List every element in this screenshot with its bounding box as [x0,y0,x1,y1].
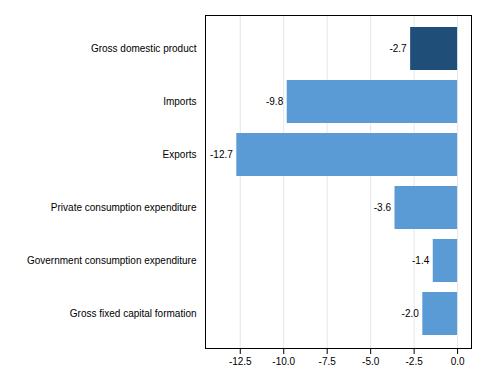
svg-text:Imports: Imports [163,96,196,107]
svg-text:Exports: Exports [163,149,197,160]
svg-text:-10.0: -10.0 [272,356,295,367]
svg-text:Government consumption expendi: Government consumption expenditure [27,255,197,266]
svg-text:-9.8: -9.8 [266,96,284,107]
svg-text:Gross fixed capital formation: Gross fixed capital formation [70,308,197,319]
svg-text:Private consumption expenditur: Private consumption expenditure [51,202,197,213]
svg-text:-5.0: -5.0 [362,356,380,367]
svg-text:0.0: 0.0 [451,356,465,367]
svg-text:-12.5: -12.5 [229,356,252,367]
svg-text:-12.7: -12.7 [210,149,233,160]
svg-text:-1.4: -1.4 [412,255,430,266]
svg-text:-2.0: -2.0 [402,308,420,319]
svg-text:-7.5: -7.5 [319,356,337,367]
svg-text:Gross domestic product: Gross domestic product [91,43,197,54]
svg-text:-3.6: -3.6 [374,202,392,213]
svg-text:-2.5: -2.5 [406,356,424,367]
svg-text:-2.7: -2.7 [389,43,407,54]
